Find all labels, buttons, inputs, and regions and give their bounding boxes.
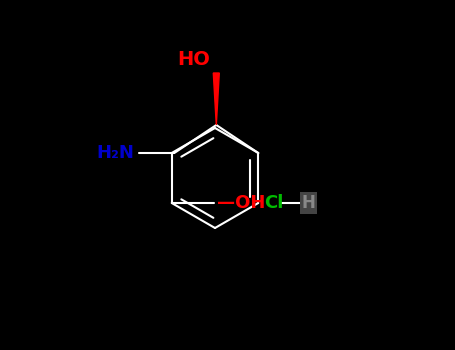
Text: —OH: —OH: [217, 194, 265, 212]
Text: HO: HO: [177, 50, 210, 69]
Polygon shape: [213, 73, 219, 125]
Text: H: H: [302, 194, 316, 212]
Text: H₂N: H₂N: [96, 144, 134, 162]
Text: Cl: Cl: [264, 194, 283, 212]
